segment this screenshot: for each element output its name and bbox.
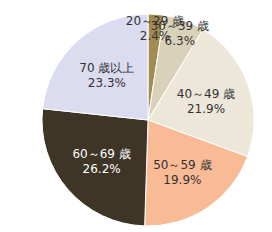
slices — [42, 14, 254, 226]
category-label: 30～39 歳 — [151, 19, 209, 33]
data-label: 21.9% — [187, 102, 225, 116]
pie-chart: 20～29 歳2.4%30～39 歳6.3%40～49 歳21.9%50～59 … — [0, 0, 272, 232]
labels: 20～29 歳2.4%30～39 歳6.3%40～49 歳21.9%50～59 … — [72, 14, 235, 187]
slice — [42, 109, 148, 226]
category-label: 70 歳以上 — [79, 61, 134, 75]
category-label: 50～59 歳 — [153, 158, 211, 172]
data-label: 19.9% — [163, 173, 201, 187]
data-label: 23.3% — [88, 76, 126, 90]
data-label: 26.2% — [83, 162, 121, 176]
chart: 20～29 歳2.4%30～39 歳6.3%40～49 歳21.9%50～59 … — [0, 0, 272, 232]
data-label: 6.3% — [165, 34, 196, 48]
category-label: 60～69 歳 — [72, 147, 130, 161]
slice — [145, 120, 248, 226]
category-label: 40～49 歳 — [177, 87, 235, 101]
slice — [43, 14, 148, 120]
